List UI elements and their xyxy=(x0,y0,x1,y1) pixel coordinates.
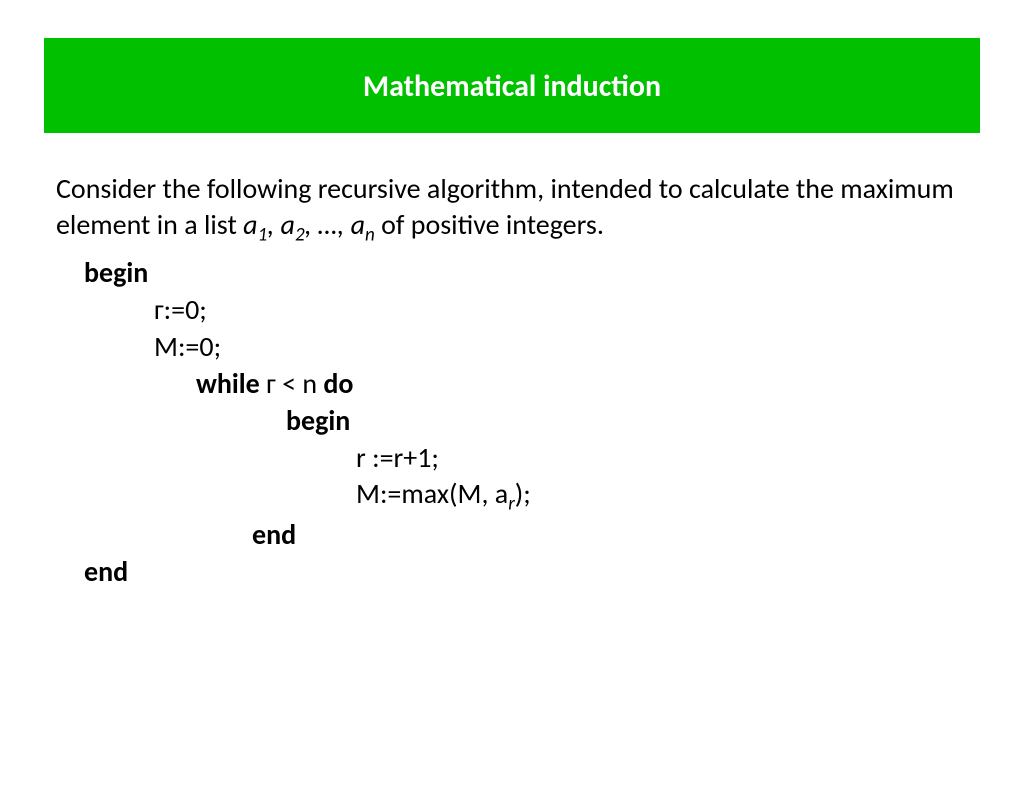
list-a2-sub: 2 xyxy=(295,224,305,247)
code-inner-begin: begin xyxy=(286,403,968,440)
list-sep2: , …, xyxy=(305,207,351,242)
code-r-init: г:=0; xyxy=(154,292,968,329)
code-while-line: while г < n do xyxy=(196,366,968,403)
list-sep1: , xyxy=(267,207,280,242)
code-m-prefix: M:=max(M, a xyxy=(356,476,508,511)
intro-suffix: of positive integers. xyxy=(375,207,604,242)
code-begin: begin xyxy=(84,255,968,292)
list-a1-a: a xyxy=(243,207,257,242)
code-m-suffix: ); xyxy=(515,476,531,511)
code-while-kw: while xyxy=(196,366,260,401)
code-inner-end: end xyxy=(252,517,968,554)
intro-paragraph: Consider the following recursive algorit… xyxy=(56,171,968,249)
code-r-incr: r :=r+1; xyxy=(356,440,968,477)
algorithm-code: begin г:=0; M:=0; while г < n do begin r… xyxy=(84,255,968,591)
code-while-cond: г < n xyxy=(260,366,324,401)
code-m-init: M:=0; xyxy=(154,329,968,366)
code-do-kw: do xyxy=(323,366,353,401)
list-an-sub: n xyxy=(365,224,375,247)
code-outer-end: end xyxy=(84,554,968,591)
list-a1-sub: 1 xyxy=(258,224,268,247)
list-a2-a: a xyxy=(281,207,295,242)
code-m-assign: M:=max(M, ar); xyxy=(356,476,968,517)
title-bar: Mathematical induction xyxy=(44,38,980,133)
slide-title: Mathematical induction xyxy=(64,68,960,105)
slide-content: Consider the following recursive algorit… xyxy=(0,133,1024,591)
slide: Mathematical induction Consider the foll… xyxy=(0,38,1024,806)
list-an-a: a xyxy=(351,207,365,242)
